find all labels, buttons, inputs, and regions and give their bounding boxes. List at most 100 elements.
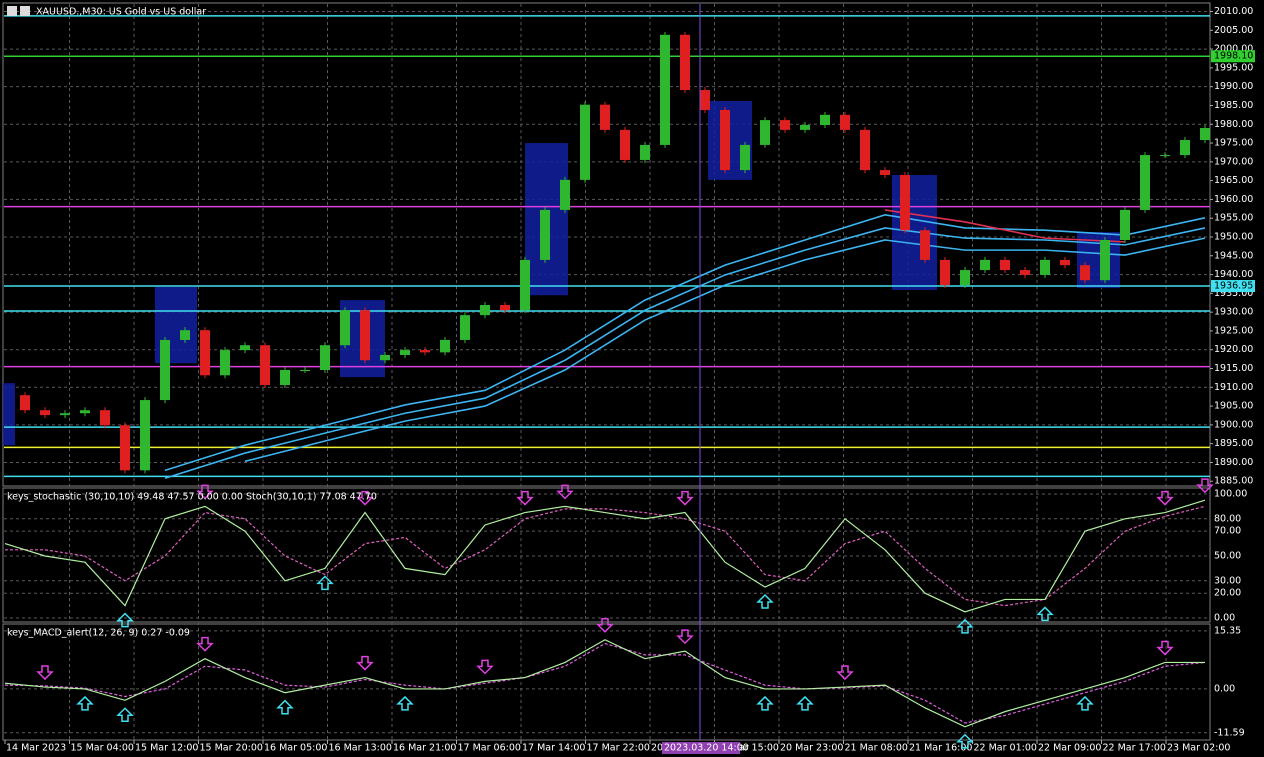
y-tick-label: 80.00	[1214, 513, 1241, 524]
y-tick-label: 1965.00	[1214, 175, 1253, 186]
candle	[40, 410, 50, 416]
sell-arrow	[676, 490, 694, 506]
candle	[900, 174, 910, 231]
candle	[700, 90, 710, 110]
y-tick-label: 1975.00	[1214, 138, 1253, 149]
x-tick-label: 23 Mar 02:00	[1167, 743, 1230, 754]
y-tick-label: 2005.00	[1214, 25, 1253, 36]
candle	[400, 350, 410, 355]
sell-arrow	[556, 484, 574, 500]
candle	[1060, 259, 1070, 266]
candle	[1020, 270, 1030, 275]
x-tick-label: 20 Mar 23:00	[780, 743, 843, 754]
candle	[1040, 259, 1050, 275]
candle	[300, 370, 310, 372]
y-tick-label: 2010.00	[1214, 6, 1253, 17]
candle	[800, 125, 810, 130]
x-tick-label: 15 Mar 20:00	[200, 743, 263, 754]
y-tick-label: 1935.00	[1214, 288, 1253, 299]
candle	[360, 310, 370, 361]
candle	[540, 209, 550, 260]
candle	[1000, 259, 1010, 271]
candle	[840, 114, 850, 130]
candle	[240, 345, 250, 351]
candle	[1180, 140, 1190, 156]
line	[5, 505, 1206, 607]
buy-arrow	[116, 612, 134, 628]
candle	[140, 400, 150, 471]
y-tick-label: 1920.00	[1214, 344, 1253, 355]
candle	[820, 114, 830, 126]
y-tick-label: 100.00	[1214, 488, 1247, 499]
sell-arrow	[836, 665, 854, 681]
y-tick-label: 0.00	[1214, 683, 1235, 694]
sell-arrow	[1156, 490, 1174, 506]
candle	[720, 109, 730, 171]
level-tag	[1211, 280, 1255, 293]
buy-arrow	[756, 695, 774, 711]
sell-arrow	[36, 665, 54, 681]
level-tag-label: 1936.95	[1214, 281, 1253, 292]
x-tick-label: 21 Mar 16:00	[909, 743, 972, 754]
level-tag-label: 1998.10	[1214, 51, 1253, 62]
candle	[1100, 239, 1110, 281]
candle	[20, 395, 30, 411]
x-tick-label: 22 Mar 09:00	[1038, 743, 1101, 754]
candle	[160, 339, 170, 401]
y-tick-label: 1995.00	[1214, 62, 1253, 73]
candle	[200, 330, 210, 376]
x-tick-label: 15 Mar 12:00	[135, 743, 198, 754]
candle	[640, 144, 650, 160]
x-tick-label: 16 Mar 13:00	[329, 743, 392, 754]
buy-arrow	[956, 618, 974, 634]
candle	[960, 270, 970, 286]
y-tick-label: 1955.00	[1214, 213, 1253, 224]
x-tick-label: 16 Mar 21:00	[393, 743, 456, 754]
buy-arrow	[316, 575, 334, 591]
x-tick-label: 14 Mar 2023	[6, 743, 66, 754]
candle	[340, 310, 350, 346]
sell-arrow	[356, 655, 374, 671]
macd-panel	[2, 623, 1211, 741]
candle	[980, 259, 990, 271]
buy-arrow	[756, 593, 774, 609]
line	[884, 209, 1126, 243]
y-tick-label: 1905.00	[1214, 401, 1253, 412]
buy-arrow	[76, 695, 94, 711]
candle	[920, 230, 930, 260]
buy-arrow	[796, 695, 814, 711]
buy-arrow	[1076, 695, 1094, 711]
line	[164, 227, 1206, 479]
y-tick-label: 2000.00	[1214, 44, 1253, 55]
candle	[100, 410, 110, 426]
candle	[440, 339, 450, 353]
crosshair-label: 2023.03.20 14:00	[664, 743, 749, 754]
y-tick-label: 1925.00	[1214, 325, 1253, 336]
candle	[480, 305, 490, 316]
x-tick-label: 20 Mar 15:00	[716, 743, 779, 754]
sell-arrow	[196, 636, 214, 652]
x-tick-label: 21 Mar 08:00	[845, 743, 908, 754]
candle	[80, 410, 90, 414]
y-tick-label: 70.00	[1214, 526, 1241, 537]
stochastic-label: keys_stochastic (30,10,10) 49.48 47.57 0…	[7, 492, 377, 503]
line	[4, 639, 1205, 728]
candle	[1120, 209, 1130, 240]
y-tick-label: 1890.00	[1214, 457, 1253, 468]
x-tick-label: 17 Mar 22:00	[587, 743, 650, 754]
x-tick-label: 17 Mar 06:00	[458, 743, 521, 754]
sell-arrow	[516, 490, 534, 506]
buy-arrow	[396, 695, 414, 711]
line	[164, 213, 1206, 472]
candle	[380, 354, 390, 361]
x-tick-label: 16 Mar 05:00	[264, 743, 327, 754]
main-panel	[2, 2, 1211, 487]
candle	[620, 129, 630, 160]
candle	[320, 345, 330, 371]
y-tick-label: 1980.00	[1214, 119, 1253, 130]
buy-arrow	[276, 699, 294, 715]
sell-arrow	[196, 484, 214, 500]
candle	[940, 259, 950, 286]
sell-arrow	[1156, 640, 1174, 656]
